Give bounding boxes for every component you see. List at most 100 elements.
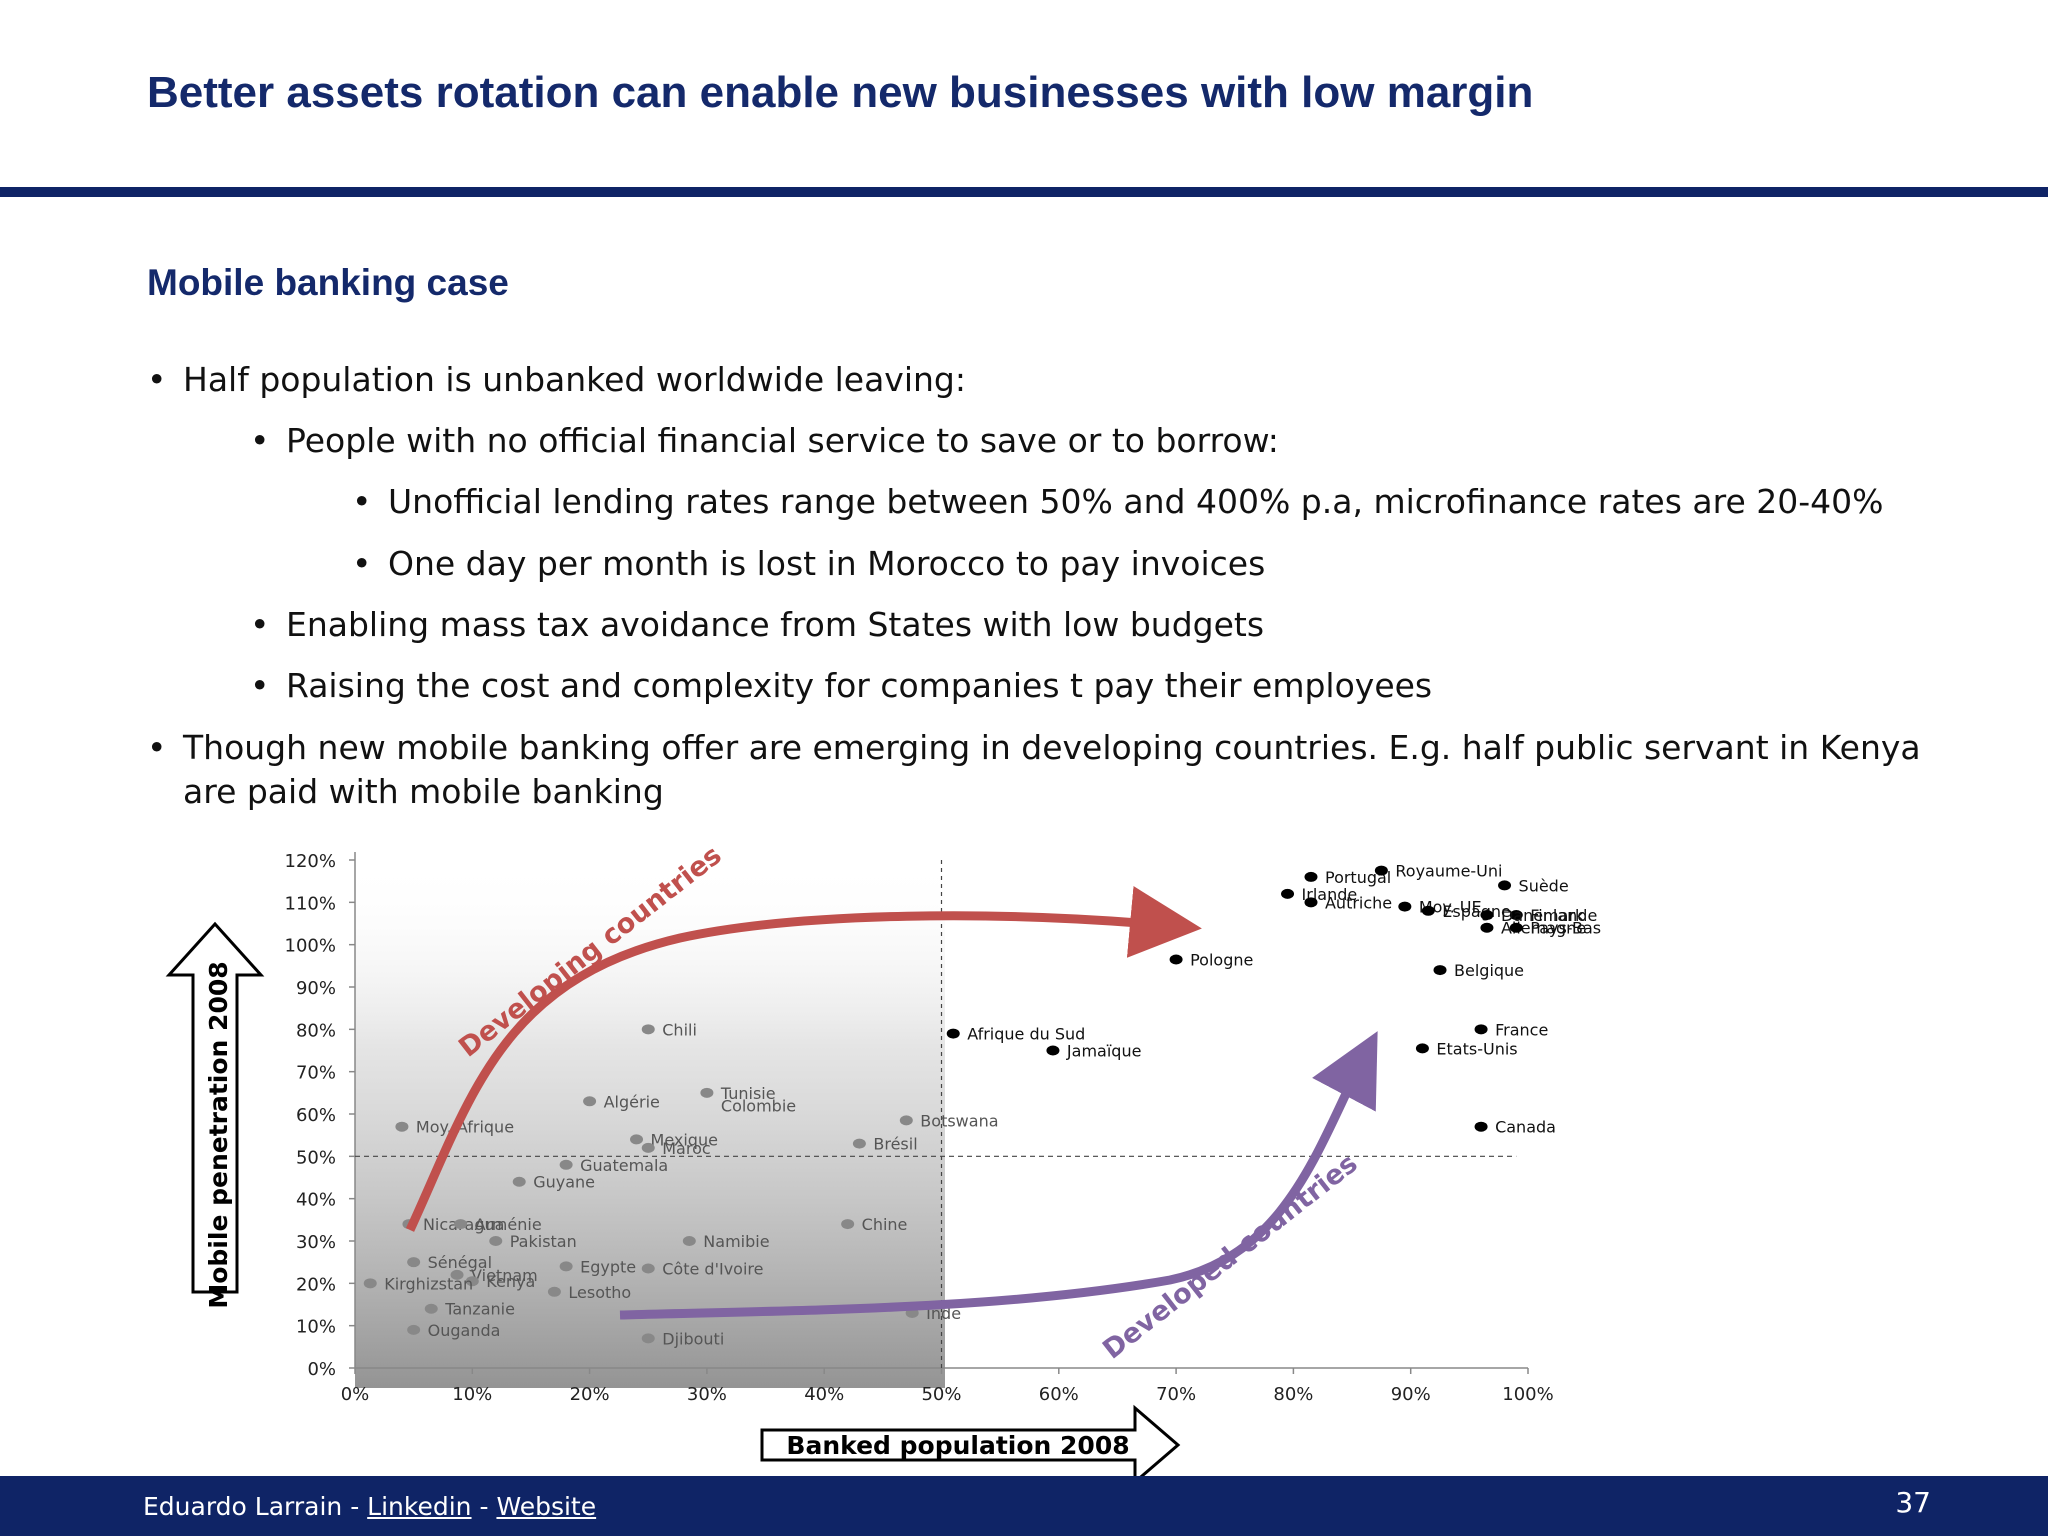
data-point bbox=[424, 1303, 438, 1314]
y-tick-label: 80% bbox=[296, 1020, 336, 1041]
website-link[interactable]: Website bbox=[496, 1492, 597, 1521]
data-point-label: Finlande bbox=[1530, 906, 1597, 925]
data-point bbox=[682, 1236, 696, 1246]
data-point-label: Tunisie bbox=[720, 1084, 776, 1103]
data-point bbox=[852, 1138, 866, 1149]
data-point bbox=[1433, 965, 1447, 976]
linkedin-link[interactable]: Linkedin bbox=[367, 1492, 472, 1521]
data-point-label: Chine bbox=[862, 1215, 908, 1234]
y-tick-label: 90% bbox=[296, 978, 336, 999]
data-point-label: Arménie bbox=[475, 1215, 542, 1234]
data-point-label: Royaume-Uni bbox=[1395, 862, 1502, 881]
y-tick-label: 120% bbox=[285, 851, 336, 872]
bullet-marker: • bbox=[250, 605, 270, 644]
data-point bbox=[641, 1024, 655, 1035]
scatter-chart: 0% 10% 20% 30% 40% 50% 60% 70% 80% 90% 100% 110% 120… bbox=[0, 840, 2048, 1480]
bullet-text: Half population is unbanked worldwide le… bbox=[183, 360, 966, 399]
data-point bbox=[1509, 910, 1523, 921]
data-point-label: Mexique bbox=[651, 1130, 718, 1149]
bullet-text: Unofficial lending rates range between 5… bbox=[388, 482, 1884, 521]
data-point bbox=[583, 1096, 597, 1107]
bullet-marker: • bbox=[147, 728, 167, 767]
slide-title: Better assets rotation can enable new bu… bbox=[147, 68, 1534, 117]
data-point-label: Chili bbox=[662, 1020, 697, 1039]
y-tick-label: 110% bbox=[285, 893, 336, 914]
data-point-label: Danemark bbox=[1501, 906, 1585, 925]
bullet-item: • Half population is unbanked worldwide … bbox=[147, 360, 966, 399]
x-tick-label: 70% bbox=[1156, 1384, 1196, 1405]
x-tick-label: 20% bbox=[570, 1384, 610, 1405]
data-point-label: Egypte bbox=[580, 1257, 636, 1276]
y-tick-label: 50% bbox=[296, 1147, 336, 1168]
x-tick-label: 90% bbox=[1391, 1384, 1431, 1405]
bullet-marker: • bbox=[250, 666, 270, 705]
data-point bbox=[1281, 888, 1295, 899]
data-point bbox=[841, 1219, 855, 1230]
bullet-text: One day per month is lost in Morocco to … bbox=[388, 544, 1266, 583]
data-point-label: Afrique du Sud bbox=[967, 1025, 1085, 1044]
data-point-label: Maroc bbox=[662, 1139, 710, 1158]
data-point bbox=[1421, 905, 1435, 916]
developed-arrow bbox=[619, 1031, 1378, 1320]
data-point bbox=[1480, 922, 1494, 933]
data-point-label: Botswana bbox=[920, 1111, 998, 1130]
y-axis-label-arrow: Mobile penetration 2008 bbox=[165, 921, 265, 1309]
bullet-text: Raising the cost and complexity for comp… bbox=[286, 666, 1433, 705]
x-tick-label: 30% bbox=[687, 1384, 727, 1405]
data-point-label: Tanzanie bbox=[444, 1300, 515, 1319]
data-point-label: Belgique bbox=[1454, 961, 1524, 980]
data-point-label: Portugal bbox=[1325, 868, 1391, 887]
data-point-label: Guatemala bbox=[580, 1156, 668, 1175]
y-tick-label: 40% bbox=[296, 1190, 336, 1211]
data-point bbox=[899, 1115, 913, 1126]
footer-credits: Eduardo Larrain - Linkedin - Website bbox=[143, 1492, 596, 1521]
data-point bbox=[1374, 865, 1388, 876]
x-axis-title: Banked population 2008 bbox=[786, 1431, 1129, 1460]
footer-bar: Eduardo Larrain - Linkedin - Website 37 bbox=[0, 1476, 2048, 1536]
bullet-item: • People with no official financial serv… bbox=[250, 421, 1279, 460]
data-point bbox=[1169, 954, 1183, 965]
data-point-label: Moy. Afrique bbox=[416, 1118, 514, 1137]
data-point-label: France bbox=[1495, 1020, 1548, 1039]
data-point bbox=[465, 1276, 479, 1287]
bullet-item: • Though new mobile banking offer are em… bbox=[147, 728, 1921, 767]
data-point bbox=[1415, 1043, 1429, 1054]
y-axis-arrow-shape bbox=[165, 921, 265, 1294]
data-point-label: Canada bbox=[1495, 1118, 1556, 1137]
y-tick-label: 60% bbox=[296, 1105, 336, 1126]
data-point bbox=[454, 1219, 468, 1230]
data-point bbox=[407, 1324, 421, 1335]
data-point-label: Ouganda bbox=[428, 1321, 501, 1340]
data-point bbox=[1398, 901, 1412, 912]
data-point-label: Suède bbox=[1519, 876, 1569, 895]
data-point bbox=[1509, 922, 1523, 933]
bullet-text: Though new mobile banking offer are emer… bbox=[183, 728, 1921, 767]
data-point bbox=[1304, 871, 1318, 882]
data-point bbox=[363, 1278, 377, 1289]
data-point bbox=[641, 1142, 655, 1153]
bullet-marker: • bbox=[352, 482, 372, 521]
data-point-label: Guyane bbox=[533, 1173, 595, 1192]
data-point bbox=[630, 1134, 644, 1145]
x-tick-label: 40% bbox=[804, 1384, 844, 1405]
data-point-label: Sénégal bbox=[428, 1253, 492, 1272]
x-tick-label: 0% bbox=[341, 1384, 370, 1405]
data-point-label: Lesotho bbox=[568, 1283, 631, 1302]
y-axis-title: Mobile penetration 2008 bbox=[204, 961, 233, 1308]
data-point bbox=[395, 1121, 409, 1132]
developed-countries-label: Developed countries bbox=[1097, 1148, 1363, 1366]
data-point bbox=[641, 1333, 655, 1344]
data-point bbox=[1304, 897, 1318, 908]
data-point-label: Pakistan bbox=[510, 1232, 577, 1251]
data-point bbox=[1498, 880, 1512, 891]
data-point bbox=[512, 1176, 526, 1187]
x-tick-label: 50% bbox=[921, 1384, 961, 1405]
chart-axes: 0% 10% 20% 30% 40% 50% 60% 70% 80% 90% 100% 110% 120… bbox=[285, 851, 1554, 1405]
data-point bbox=[1474, 1024, 1488, 1035]
reference-lines bbox=[355, 860, 1517, 1368]
x-tick-label: 100% bbox=[1502, 1384, 1553, 1405]
section-subtitle: Mobile banking case bbox=[147, 262, 509, 303]
y-tick-label: 10% bbox=[296, 1317, 336, 1338]
y-tick-label: 0% bbox=[307, 1359, 336, 1380]
bullet-item: • One day per month is lost in Morocco t… bbox=[352, 544, 1266, 583]
